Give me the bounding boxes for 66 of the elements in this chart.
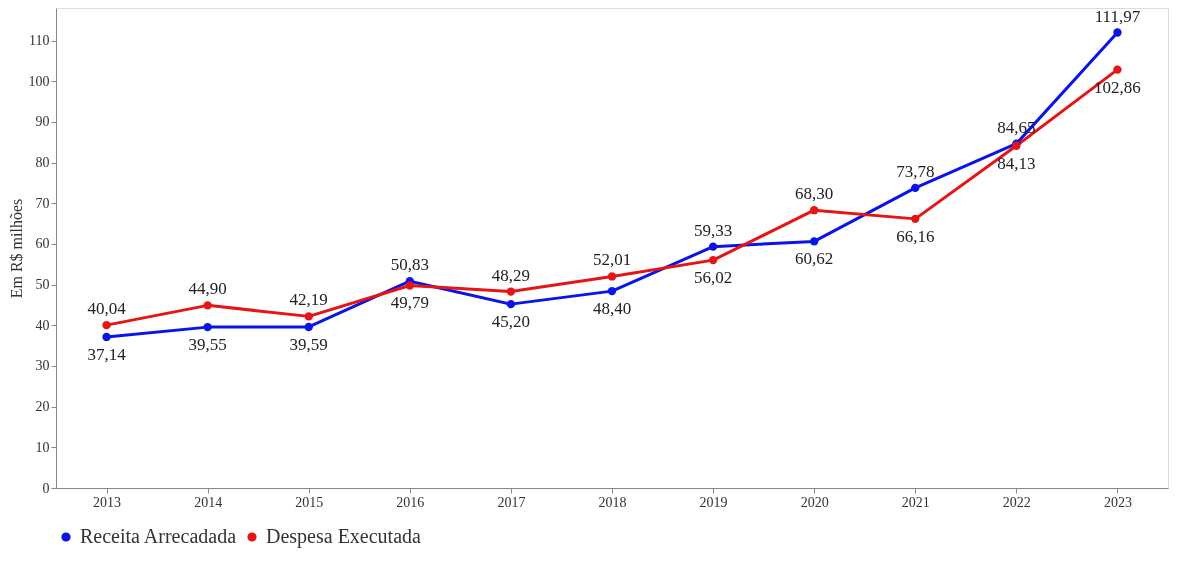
data-label: 49,79 [390,293,429,313]
x-tick-label: 2013 [93,494,122,510]
y-tick-label: 0 [42,480,50,496]
x-tick-label: 2021 [901,494,930,510]
legend-label: Despesa Executada [266,525,422,548]
point [607,272,617,281]
data-label: 42,19 [289,290,328,310]
data-label: 52,01 [592,250,632,270]
legend-label: Receita Arrecadada [80,525,237,547]
y-tick-label: 50 [35,277,50,293]
y-axis-title: Em R$ milhões [7,198,25,299]
point [1113,65,1122,74]
data-label: 39,55 [188,335,227,355]
data-label: 48,29 [491,265,531,285]
point [810,205,819,215]
point [911,214,920,224]
x-tick-label: 2020 [800,494,829,510]
point [708,255,718,265]
data-label: 66,16 [896,226,935,246]
x-tick-label: 2022 [1002,494,1031,510]
y-tick-label: 80 [35,155,50,171]
data-label: 102,86 [1094,77,1141,97]
point [304,322,313,332]
point [506,299,516,309]
point [203,301,212,310]
data-label: 68,30 [795,184,834,204]
point [304,312,313,321]
data-label: 56,02 [693,268,733,288]
data-label: 111,97 [1094,6,1141,26]
point [102,332,111,342]
point [810,237,819,246]
x-tick-label: 2014 [194,494,223,510]
point [911,183,920,193]
y-tick-label: 20 [35,399,50,415]
y-tick-label: 70 [35,195,50,211]
point [607,286,617,296]
x-tick-label: 2019 [699,494,728,510]
x-tick-label: 2018 [598,494,627,510]
data-label: 50,83 [390,255,429,275]
data-label: 84,13 [997,153,1036,173]
data-label: 48,40 [592,299,632,319]
x-tick-label: 2023 [1103,494,1132,510]
y-tick-label: 30 [35,358,50,374]
data-label: 40,04 [87,299,127,319]
y-tick-label: 60 [35,236,50,252]
y-tick-label: 100 [28,73,50,89]
x-tick-label: 2016 [396,494,425,510]
point [1113,28,1122,37]
x-tick-label: 2017 [497,494,526,510]
data-label: 39,59 [289,334,328,354]
x-tick-label: 2015 [295,494,324,510]
point [405,281,414,290]
y-tick-label: 110 [29,33,50,49]
y-tick-label: 40 [35,317,50,333]
data-label: 44,90 [188,279,227,299]
y-tick-label: 90 [35,114,50,130]
data-label: 45,20 [491,312,531,332]
point [506,287,516,296]
point [102,320,111,330]
data-label: 60,62 [795,249,834,269]
data-label: 73,78 [896,161,935,181]
point [708,242,718,251]
y-tick-label: 10 [35,439,50,455]
data-label: 37,14 [87,344,127,364]
point [203,322,212,332]
data-label: 59,33 [693,220,733,240]
